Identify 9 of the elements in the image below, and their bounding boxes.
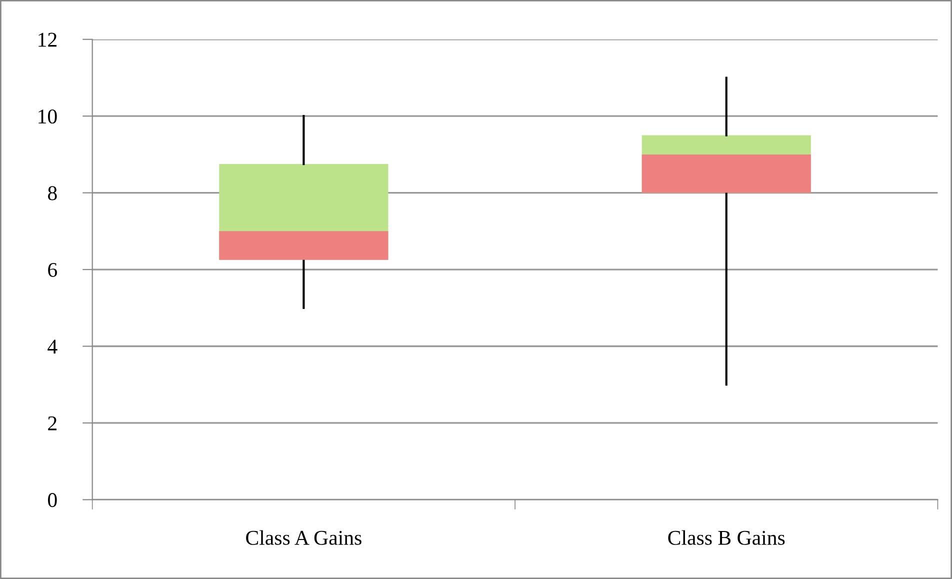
y-tick-label: 2 <box>48 416 56 430</box>
y-tick-label: 8 <box>48 186 57 200</box>
y-tick-label: 4 <box>48 340 58 354</box>
y-tick-label: 6 <box>48 262 57 277</box>
y-tick-label: 10 <box>38 109 57 124</box>
x-tick-label: Class A Gains <box>246 530 362 545</box>
y-tick-label: 12 <box>38 32 56 47</box>
x-tick-label: Class B Gains <box>668 530 785 545</box>
y-tick-label: 0 <box>48 493 57 508</box>
